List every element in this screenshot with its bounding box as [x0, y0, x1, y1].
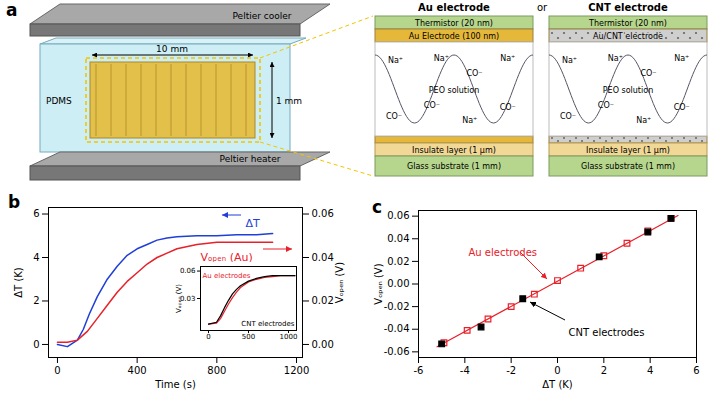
svg-text:0.02: 0.02: [387, 256, 409, 267]
svg-text:Peltier heater: Peltier heater: [220, 154, 281, 164]
svg-text:Na⁺: Na⁺: [608, 54, 623, 63]
svg-text:Vₒₚₑₙ (V): Vₒₚₑₙ (V): [334, 262, 345, 303]
svg-text:Na⁺: Na⁺: [674, 54, 689, 63]
svg-text:PEO solution: PEO solution: [603, 86, 653, 95]
svg-text:0.03: 0.03: [179, 294, 196, 303]
svg-text:Na⁺: Na⁺: [388, 56, 403, 65]
svg-text:0.04: 0.04: [387, 233, 409, 244]
svg-text:Thermistor (20 nm): Thermistor (20 nm): [414, 19, 493, 28]
svg-text:1000: 1000: [280, 333, 298, 341]
svg-text:or: or: [537, 2, 548, 13]
svg-text:0: 0: [554, 365, 560, 376]
svg-text:800: 800: [207, 365, 226, 376]
svg-text:-4: -4: [460, 365, 470, 376]
svg-text:4: 4: [33, 252, 39, 263]
svg-text:2: 2: [33, 295, 39, 306]
svg-text:CO⁻: CO⁻: [640, 69, 656, 78]
svg-text:Glass substrate (1 mm): Glass substrate (1 mm): [407, 162, 501, 171]
svg-text:0.06: 0.06: [312, 208, 334, 219]
html-text:b: b: [8, 192, 21, 212]
svg-text:Au Electrode (100 nm): Au Electrode (100 nm): [409, 32, 499, 41]
svg-text:Na⁺: Na⁺: [434, 54, 449, 63]
svg-text:2: 2: [601, 365, 607, 376]
svg-text:6: 6: [693, 365, 699, 376]
svg-text:0.02: 0.02: [312, 295, 334, 306]
svg-text:CO⁻: CO⁻: [466, 69, 482, 78]
svg-text:CO⁻: CO⁻: [500, 103, 516, 112]
svg-text:ΔT (K): ΔT (K): [13, 267, 24, 298]
svg-text:ΔT: ΔT: [246, 217, 261, 230]
svg-text:Thermistor (20 nm): Thermistor (20 nm): [588, 19, 667, 28]
svg-text:Peltier cooler: Peltier cooler: [233, 11, 292, 21]
svg-text:-2: -2: [506, 365, 516, 376]
svg-text:PDMS: PDMS: [46, 96, 72, 106]
svg-text:6: 6: [33, 208, 39, 219]
svg-text:Insulate layer (1 μm): Insulate layer (1 μm): [412, 146, 496, 155]
svg-text:1 mm: 1 mm: [276, 96, 302, 106]
svg-text:Vₒₚₑₙ (V): Vₒₚₑₙ (V): [373, 263, 384, 304]
svg-text:Vₒₚₑₙ (V): Vₒₚₑₙ (V): [175, 284, 183, 313]
svg-text:Vₒₚₑₙ (Au): Vₒₚₑₙ (Au): [200, 251, 253, 265]
svg-text:0: 0: [206, 333, 210, 341]
html-text:a: a: [6, 0, 18, 20]
svg-text:0.06: 0.06: [180, 267, 196, 275]
svg-text:Au electrodes: Au electrodes: [203, 272, 251, 280]
svg-text:Na⁺: Na⁺: [462, 116, 477, 125]
svg-text:ΔT (K): ΔT (K): [542, 379, 573, 390]
svg-text:Time (s): Time (s): [154, 379, 196, 390]
svg-text:CNT electrodes: CNT electrodes: [241, 320, 295, 328]
html-text:c: c: [372, 197, 383, 217]
svg-text:Au/CNT electrode: Au/CNT electrode: [593, 32, 663, 41]
svg-text:1200: 1200: [284, 365, 309, 376]
svg-text:CO⁻: CO⁻: [386, 112, 402, 121]
svg-text:PEO solution: PEO solution: [429, 86, 479, 95]
svg-text:Na⁺: Na⁺: [562, 56, 577, 65]
svg-text:Na⁺: Na⁺: [636, 116, 651, 125]
svg-text:-6: -6: [414, 365, 424, 376]
svg-text:Na⁺: Na⁺: [500, 54, 515, 63]
svg-text:10 mm: 10 mm: [156, 44, 188, 54]
svg-text:-0.02: -0.02: [384, 301, 410, 312]
svg-text:0.00: 0.00: [387, 278, 409, 289]
svg-text:CO⁻: CO⁻: [598, 101, 614, 110]
svg-text:Au electrodes: Au electrodes: [469, 247, 538, 258]
svg-text:Au electrode: Au electrode: [418, 2, 490, 13]
svg-text:-0.04: -0.04: [384, 323, 410, 334]
svg-text:0: 0: [33, 339, 39, 350]
svg-text:4: 4: [647, 365, 653, 376]
svg-text:0: 0: [54, 365, 60, 376]
svg-text:400: 400: [128, 365, 147, 376]
svg-text:0.06: 0.06: [387, 210, 409, 221]
svg-text:-0.06: -0.06: [384, 346, 410, 357]
svg-text:CO⁻: CO⁻: [560, 112, 576, 121]
svg-text:CNT electrodes: CNT electrodes: [569, 327, 645, 338]
svg-text:0.04: 0.04: [312, 252, 334, 263]
svg-text:CNT electrode: CNT electrode: [588, 2, 668, 13]
svg-text:0.00: 0.00: [312, 339, 334, 350]
svg-text:Insulate layer (1 μm): Insulate layer (1 μm): [586, 146, 670, 155]
svg-text:CO⁻: CO⁻: [424, 101, 440, 110]
svg-text:Glass substrate (1 mm): Glass substrate (1 mm): [581, 162, 675, 171]
svg-text:CO⁻: CO⁻: [674, 103, 690, 112]
svg-text:500: 500: [242, 333, 255, 341]
